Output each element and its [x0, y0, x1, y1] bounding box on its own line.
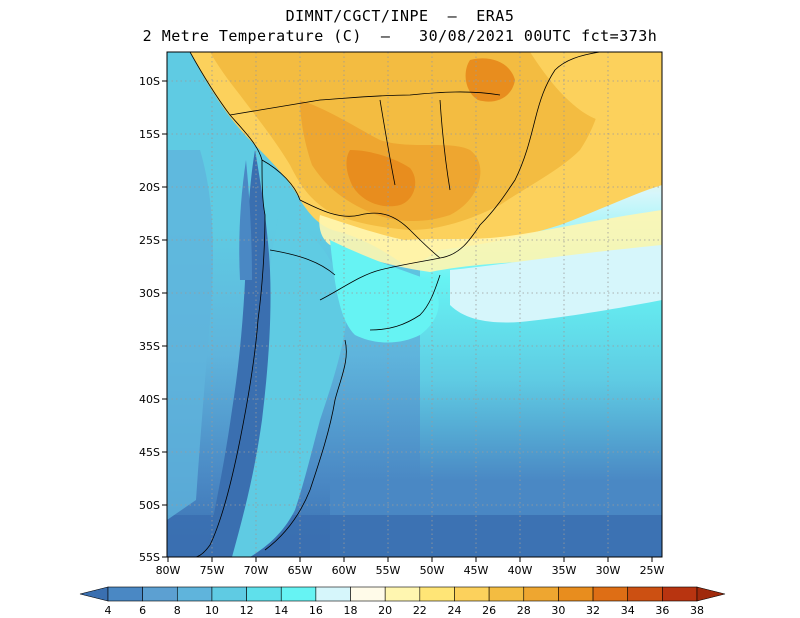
colorbar-label: 30	[551, 604, 565, 617]
colorbar-label: 16	[309, 604, 323, 617]
colorbar-label: 14	[274, 604, 288, 617]
colorbar-swatch-below-4	[79, 586, 109, 602]
plot-frame	[166, 51, 663, 558]
lat-label-55s: 55S	[139, 551, 160, 564]
lon-label-40w: 40W	[508, 564, 533, 577]
colorbar-label: 10	[205, 604, 219, 617]
lat-label-20s: 20S	[139, 181, 160, 194]
colorbar-label: 4	[105, 604, 112, 617]
lat-label-10s: 10S	[139, 75, 160, 88]
colorbar-swatch	[558, 586, 594, 602]
lat-label-15s: 15S	[139, 128, 160, 141]
colorbar-label: 24	[447, 604, 461, 617]
colorbar-swatch	[627, 586, 663, 602]
lon-label-50w: 50W	[420, 564, 445, 577]
lon-label-70w: 70W	[244, 564, 269, 577]
colorbar-label: 6	[139, 604, 146, 617]
colorbar-label: 36	[655, 604, 669, 617]
longitude-axis: 80W 75W 70W 65W 60W 55W 50W 45W 40W 35W …	[156, 557, 665, 577]
colorbar-label: 22	[413, 604, 427, 617]
lon-label-30w: 30W	[596, 564, 621, 577]
colorbar-label: 18	[344, 604, 358, 617]
colorbar-swatch	[592, 586, 629, 602]
andes-cold-strip	[205, 150, 271, 557]
lat-label-50s: 50S	[139, 499, 160, 512]
colorbar-swatch	[350, 586, 386, 602]
colorbar-swatch	[454, 586, 490, 602]
map-title-source: DIMNT/CGCT/INPE — ERA5	[285, 7, 515, 25]
lon-label-60w: 60W	[332, 564, 357, 577]
lon-label-25w: 25W	[640, 564, 665, 577]
graticule	[167, 52, 662, 557]
lon-label-80w: 80W	[156, 564, 181, 577]
colorbar-swatch	[246, 586, 282, 602]
colorbar-swatch	[662, 586, 698, 602]
colorbar-swatch	[176, 586, 213, 602]
latitude-axis: 10S 15S 20S 25S 30S 35S 40S 45S 50S 55S	[139, 75, 167, 564]
colorbar-swatch	[384, 586, 421, 602]
map-title-variable: 2 Metre Temperature (C) — 30/08/2021 00U…	[142, 27, 658, 45]
colorbar-swatch	[488, 586, 525, 602]
lat-label-35s: 35S	[139, 340, 160, 353]
colorbar-label: 32	[586, 604, 600, 617]
colorbar-swatch	[142, 586, 178, 602]
colorbar-swatch	[419, 586, 455, 602]
colorbar-swatch	[107, 586, 143, 602]
lon-label-35w: 35W	[552, 564, 577, 577]
lon-label-55w: 55W	[376, 564, 401, 577]
colorbar-label: 28	[517, 604, 531, 617]
coastlines-borders	[189, 52, 601, 557]
map-field	[167, 52, 662, 557]
lon-label-45w: 45W	[464, 564, 489, 577]
colorbar-label: 34	[621, 604, 635, 617]
colorbar-swatch	[523, 586, 559, 602]
lon-label-65w: 65W	[288, 564, 313, 577]
colorbar-label: 38	[690, 604, 704, 617]
lat-label-25s: 25S	[139, 234, 160, 247]
colorbar-swatch	[315, 586, 351, 602]
colorbar-swatch	[280, 586, 317, 602]
lat-label-30s: 30S	[139, 287, 160, 300]
colorbar-swatch	[211, 586, 247, 602]
lon-label-75w: 75W	[200, 564, 225, 577]
lat-label-40s: 40S	[139, 393, 160, 406]
colorbar-label: 26	[482, 604, 496, 617]
colorbar-swatch-above-38	[696, 586, 726, 602]
colorbar-label: 8	[174, 604, 181, 617]
colorbar: 4 6 8 10 12 14 16 18 20 22 24 26 28 30 32 34 36 38	[79, 586, 726, 617]
colorbar-label: 12	[240, 604, 254, 617]
lat-label-45s: 45S	[139, 446, 160, 459]
colorbar-label: 20	[378, 604, 392, 617]
